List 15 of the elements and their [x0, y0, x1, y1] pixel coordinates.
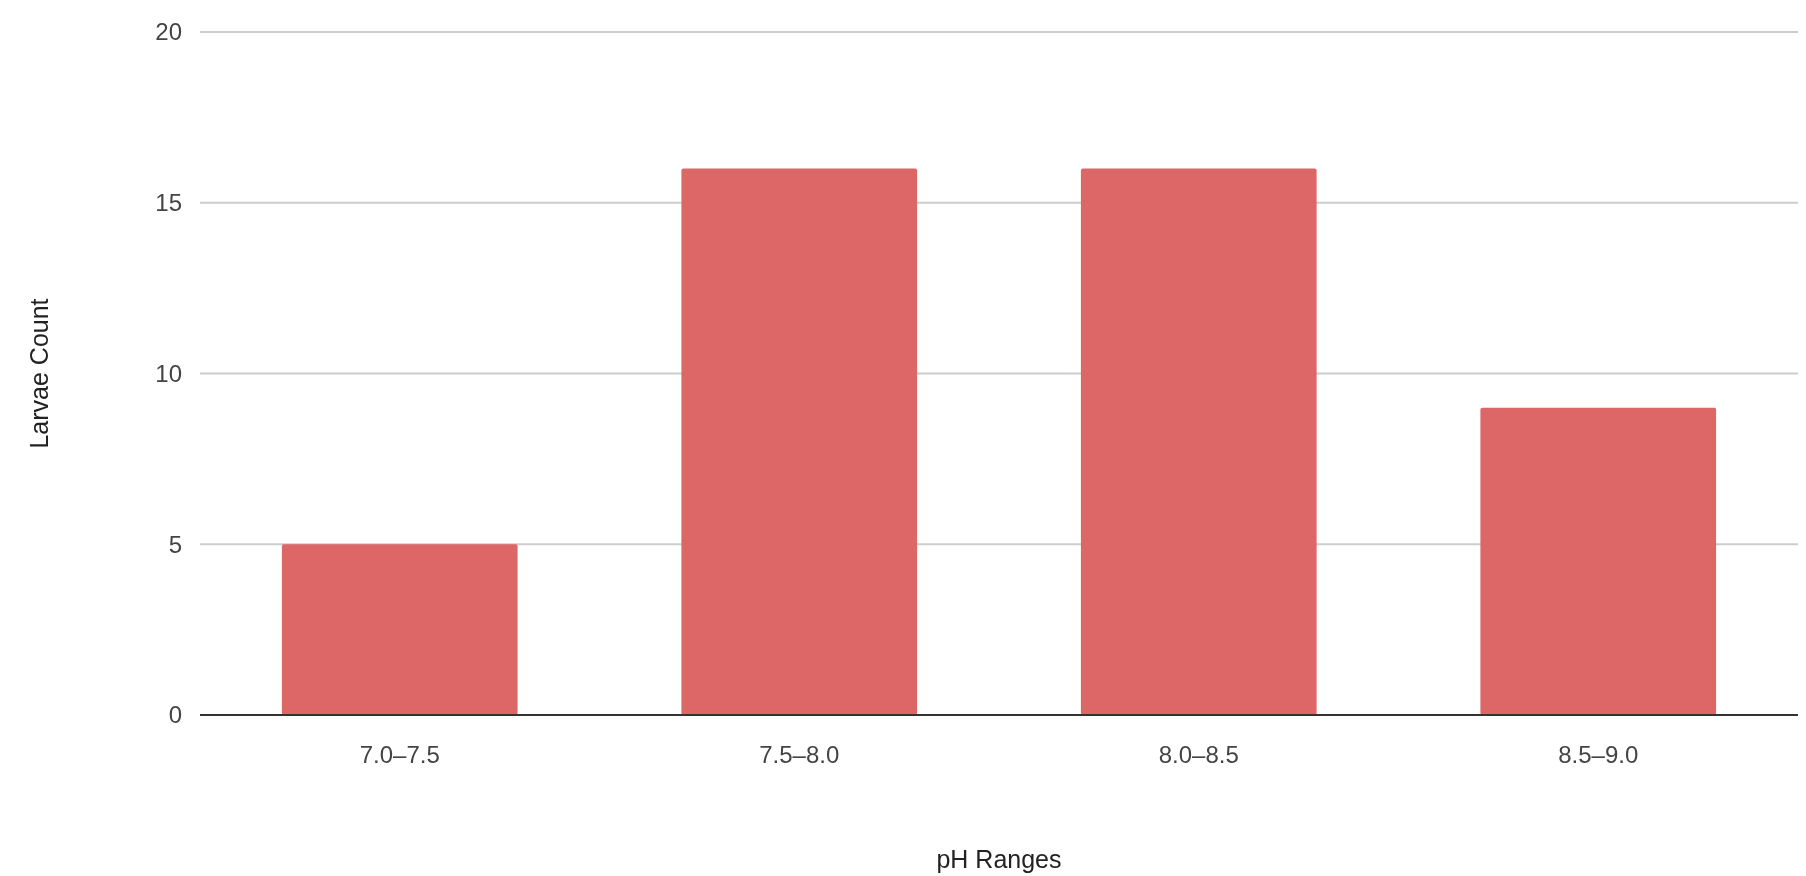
x-tick-label: 8.5–9.0 [1558, 741, 1639, 768]
bar [281, 544, 518, 715]
bar [1480, 407, 1717, 715]
y-tick-label: 5 [168, 530, 182, 558]
x-axis-title: pH Ranges [936, 845, 1062, 873]
y-tick-label: 0 [168, 701, 182, 729]
bar [1080, 168, 1317, 715]
y-tick-label: 15 [155, 189, 182, 217]
y-axis-title: Larvae Count [25, 298, 53, 449]
y-tick-label: 10 [155, 359, 182, 387]
x-tick-label: 8.0–8.5 [1158, 741, 1239, 768]
x-tick-label: 7.5–8.0 [759, 741, 840, 768]
y-tick-label: 20 [155, 18, 182, 46]
x-tick-label: 7.0–7.5 [359, 741, 440, 768]
bar [681, 168, 918, 715]
